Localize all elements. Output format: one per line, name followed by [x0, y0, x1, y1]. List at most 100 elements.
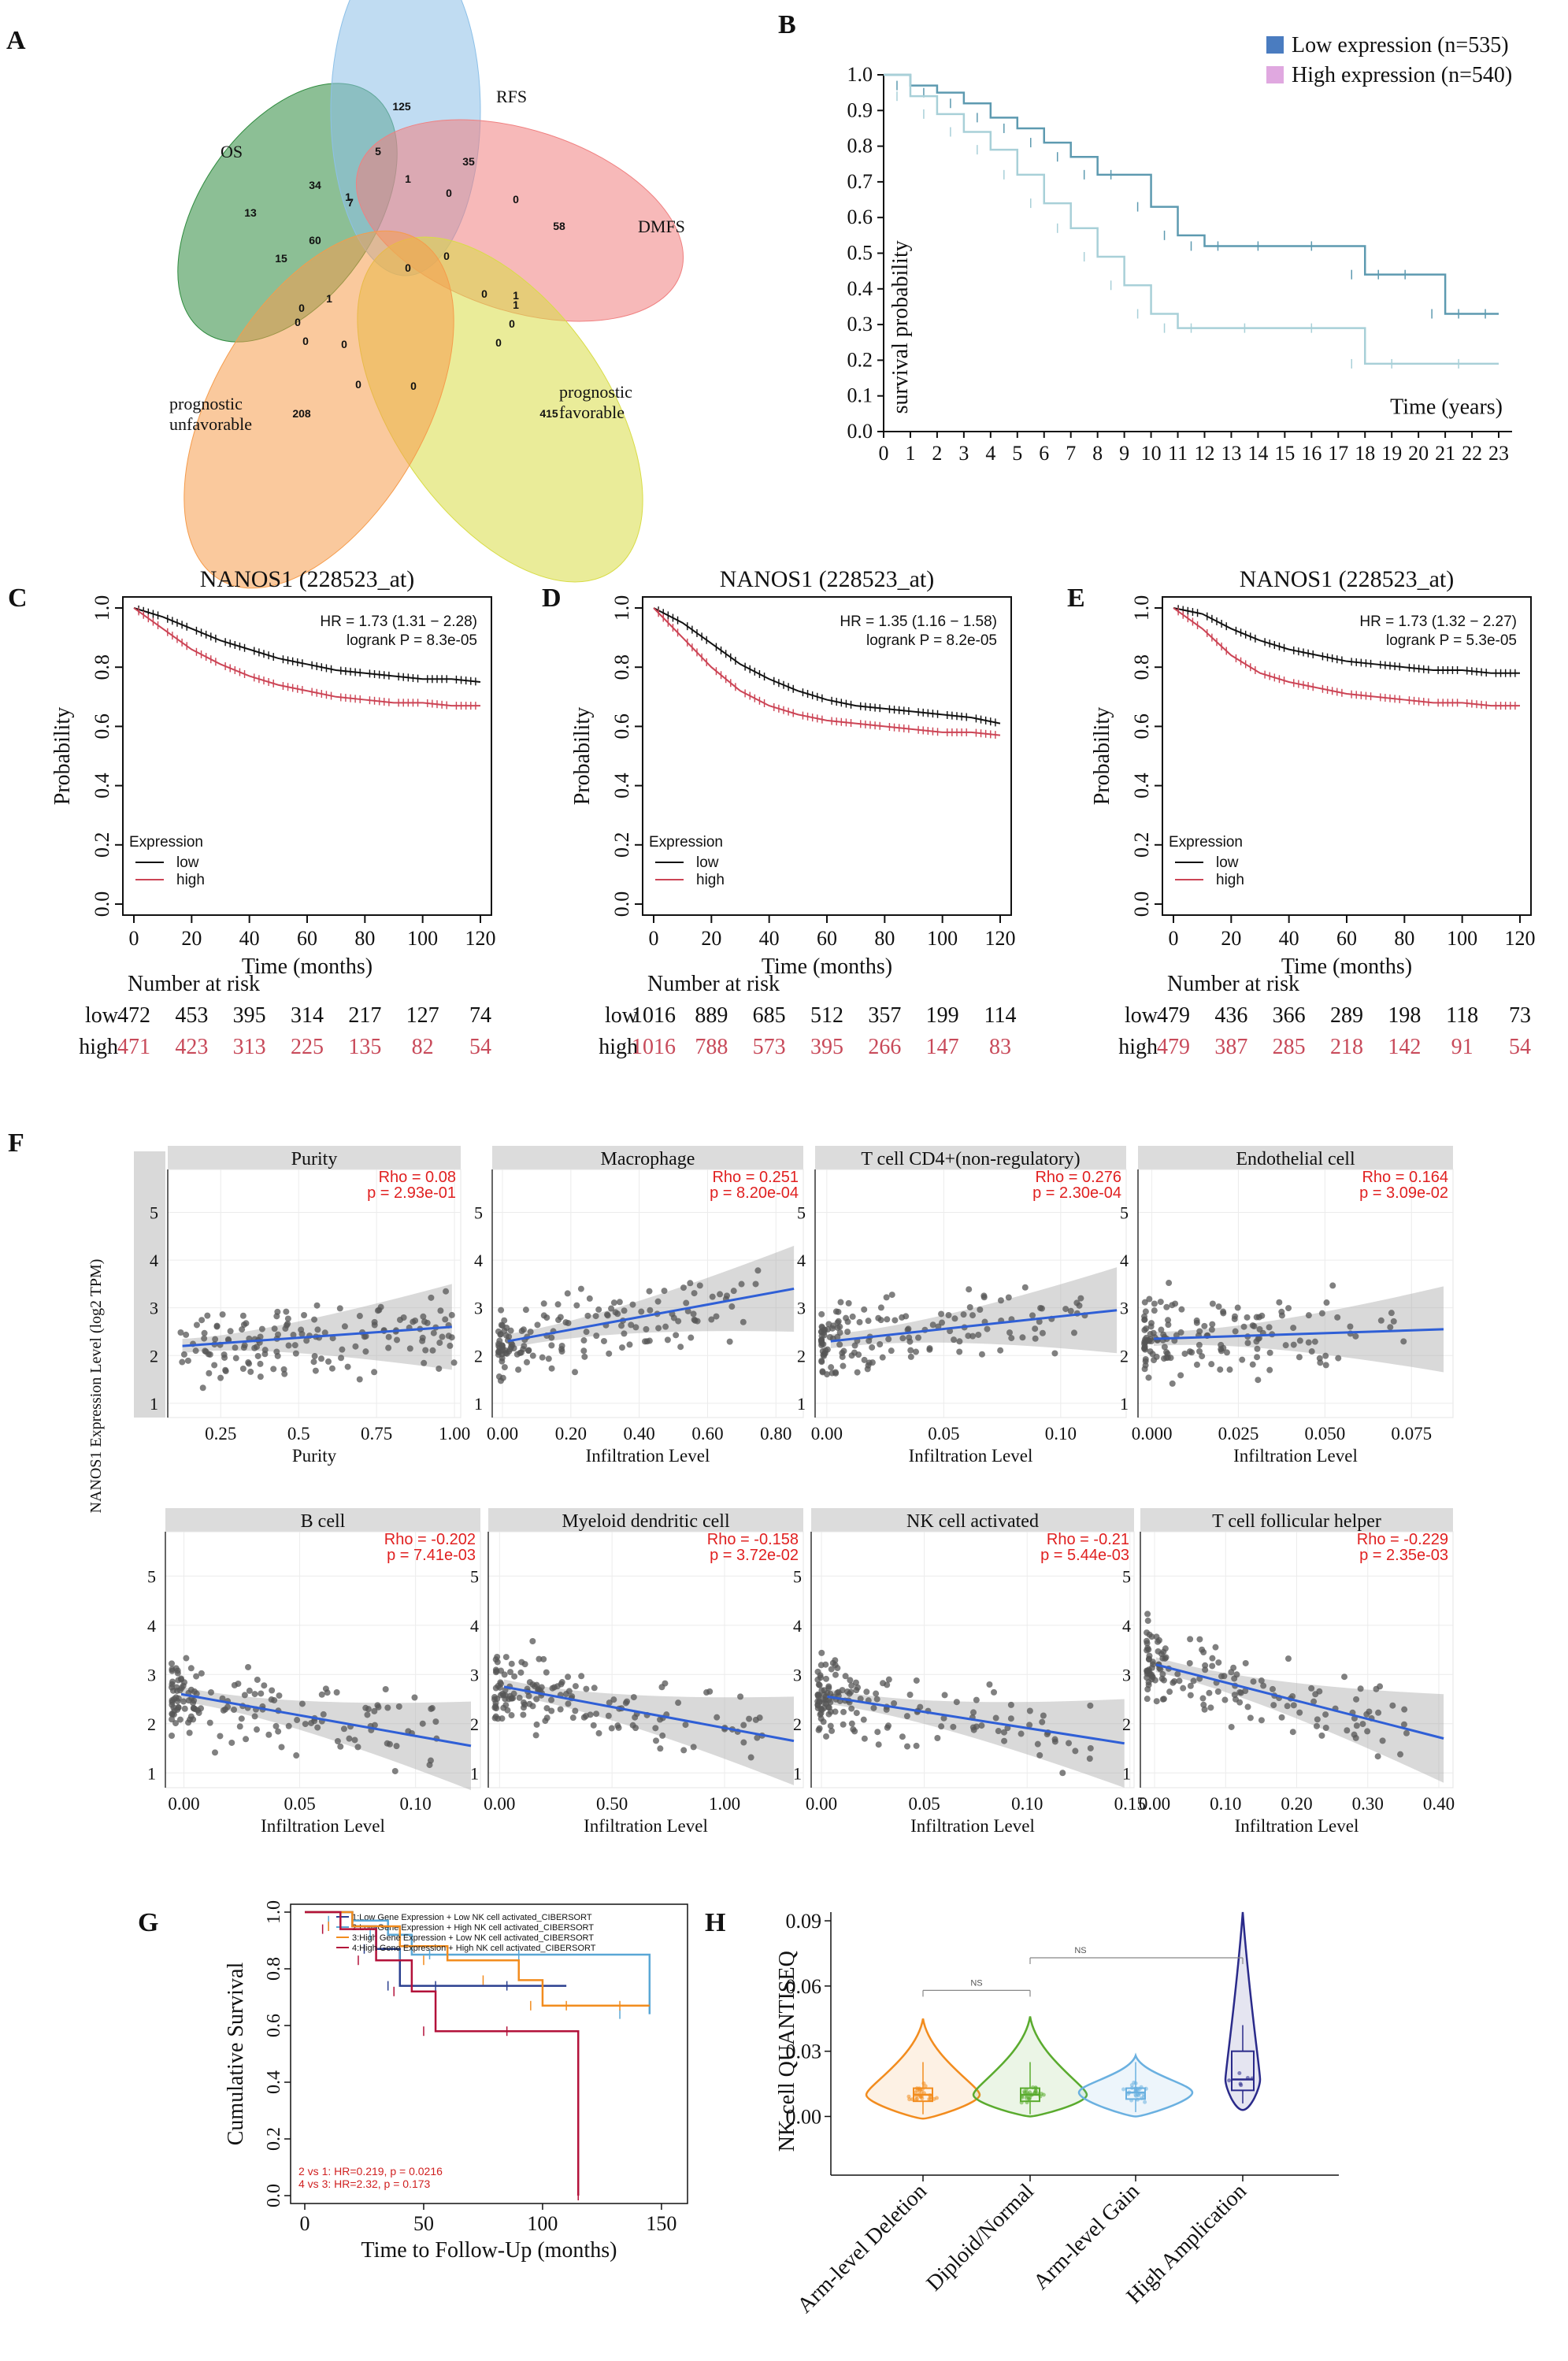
scatter-point: [1153, 1353, 1160, 1360]
survival-line-3: [305, 1911, 650, 2007]
scatter-point: [709, 1293, 716, 1300]
scatter-point: [201, 1329, 208, 1336]
x-tick-label: 20: [701, 927, 721, 950]
x-tick-label: 18: [1355, 442, 1375, 465]
scatter-point: [275, 1728, 282, 1735]
panel-letter-b: B: [778, 10, 796, 39]
x-tick-label: 0: [649, 927, 659, 950]
scatter-point: [274, 1308, 281, 1315]
scatter-point: [525, 1347, 532, 1355]
scatter-point: [521, 1701, 528, 1708]
scatter-point: [169, 1660, 176, 1667]
scatter-point: [245, 1359, 252, 1366]
y-tick-label: 1: [1120, 1394, 1129, 1414]
legend-label: low: [176, 854, 199, 871]
y-tick-label: 2: [150, 1346, 158, 1366]
scatter-point: [832, 1370, 840, 1377]
jitter-point: [928, 2093, 932, 2098]
venn-count: 0: [513, 193, 519, 206]
scatter-point: [495, 1349, 502, 1356]
scatter-point: [337, 1743, 344, 1750]
jitter-point: [1031, 2085, 1036, 2090]
scatter-point: [257, 1360, 264, 1367]
scatter-point: [825, 1683, 832, 1690]
x-axis-label: Infiltration Level: [586, 1446, 710, 1466]
facet-header: [815, 1146, 1126, 1171]
scatter-point: [1290, 1702, 1297, 1709]
scatter-point: [499, 1322, 506, 1329]
scatter-point: [1187, 1692, 1194, 1699]
scatter-point: [1218, 1347, 1225, 1355]
scatter-point: [600, 1337, 607, 1344]
jitter-point: [910, 2097, 914, 2102]
scatter-point: [280, 1366, 287, 1373]
scatter-point: [950, 1723, 957, 1730]
scatter-point: [193, 1690, 200, 1697]
scatter-point: [1062, 1306, 1069, 1313]
scatter-point: [540, 1300, 547, 1307]
scatter-point: [1312, 1691, 1319, 1698]
scatter-point: [938, 1310, 945, 1318]
scatter-point: [1200, 1648, 1207, 1655]
scatter-point: [836, 1329, 843, 1336]
scatter-point: [1335, 1355, 1342, 1362]
scatter-point: [169, 1716, 176, 1723]
x-tick-label: 0.5: [287, 1424, 310, 1444]
scatter-point: [1212, 1644, 1219, 1651]
scatter-point: [508, 1344, 515, 1351]
scatter-point: [696, 1282, 703, 1289]
scatter-point: [1400, 1721, 1407, 1728]
scatter-point: [827, 1722, 834, 1729]
venn-count: 1: [513, 289, 519, 302]
venn-count: 7: [347, 196, 354, 209]
scatter-point: [1208, 1326, 1215, 1333]
km-line-low: [1173, 607, 1520, 674]
scatter-point: [926, 1345, 933, 1352]
scatter-point: [1353, 1722, 1360, 1729]
scatter-point: [376, 1307, 383, 1314]
scatter-point: [1296, 1709, 1303, 1716]
risk-low-value: 889: [695, 1003, 728, 1028]
y-tick-label: 3: [1120, 1299, 1129, 1318]
scatter-point: [245, 1663, 252, 1670]
venn-count: 0: [481, 287, 487, 300]
scatter-point: [866, 1359, 873, 1366]
scatter-point: [883, 1294, 890, 1301]
scatter-point: [557, 1314, 564, 1321]
x-tick-label: 21: [1435, 442, 1455, 465]
y-tick-label: 4: [147, 1616, 156, 1636]
scatter-point: [828, 1666, 835, 1673]
risk-row-label: low: [605, 1003, 639, 1028]
scatter-point: [717, 1291, 724, 1298]
scatter-point: [384, 1704, 391, 1711]
risk-low-value: 472: [117, 1003, 150, 1028]
scatter-point: [610, 1696, 617, 1703]
scatter-point: [973, 1696, 980, 1703]
scatter-point: [494, 1653, 501, 1660]
scatter-point: [183, 1655, 190, 1662]
y-tick-label: 1: [470, 1763, 479, 1783]
scatter-point: [1147, 1348, 1154, 1355]
scatter-point: [1007, 1715, 1014, 1722]
scatter-point: [885, 1676, 892, 1683]
rho-text: Rho = -0.229: [1357, 1531, 1448, 1548]
scatter-point: [1375, 1709, 1382, 1716]
scatter-point: [956, 1338, 963, 1345]
scatter-point: [1296, 1354, 1303, 1361]
scatter-point: [1037, 1304, 1044, 1311]
y-tick-label: 0.4: [610, 773, 633, 799]
scatter-point: [395, 1703, 402, 1710]
scatter-point: [1147, 1330, 1154, 1337]
scatter-point: [192, 1347, 199, 1355]
confidence-band: [1154, 1286, 1444, 1373]
scatter-point: [593, 1332, 600, 1340]
x-tick-label: 0.00: [1139, 1794, 1170, 1814]
jitter-point: [1237, 2071, 1242, 2076]
scatter-point: [1157, 1299, 1164, 1306]
scatter-point: [980, 1292, 988, 1299]
scatter-point: [1177, 1329, 1184, 1336]
scatter-point: [1278, 1714, 1285, 1721]
x-tick-label: 3: [958, 442, 969, 465]
risk-low-value: 289: [1330, 1003, 1363, 1028]
scatter-point: [1165, 1321, 1172, 1329]
